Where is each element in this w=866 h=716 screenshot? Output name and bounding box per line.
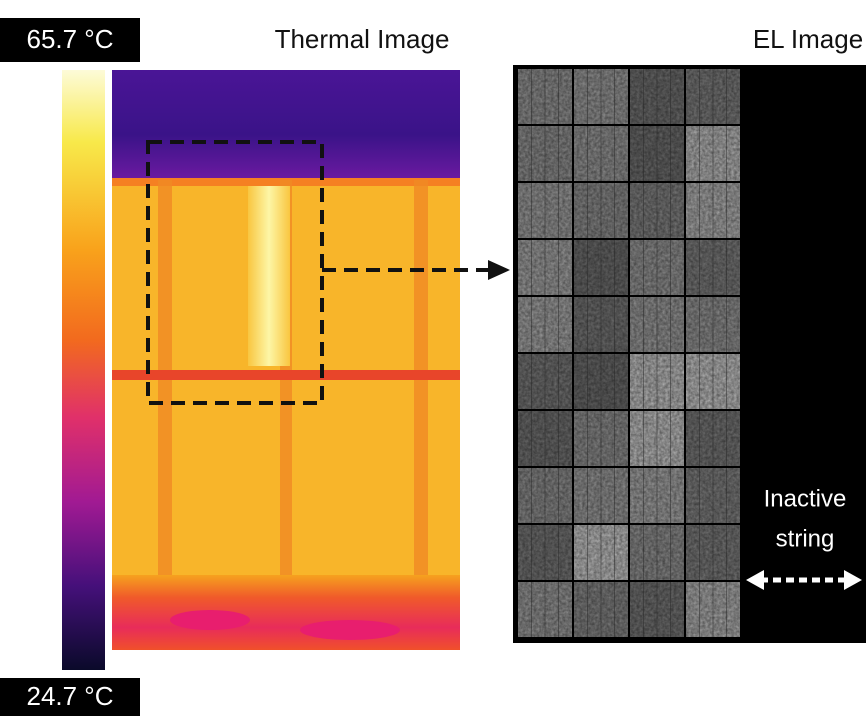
scale-min: 24.7 °C <box>26 681 113 711</box>
thermal-title: Thermal Image <box>275 24 450 54</box>
figure: 65.7 °C 24.7 °C Thermal Image EL Image I… <box>0 0 866 716</box>
annotation: Inactive <box>764 485 847 512</box>
annotation: string <box>776 525 835 552</box>
thermal-image <box>112 70 460 650</box>
scale-max: 65.7 °C <box>26 24 113 54</box>
el-title: EL Image <box>753 24 863 54</box>
color-bar <box>62 70 105 670</box>
